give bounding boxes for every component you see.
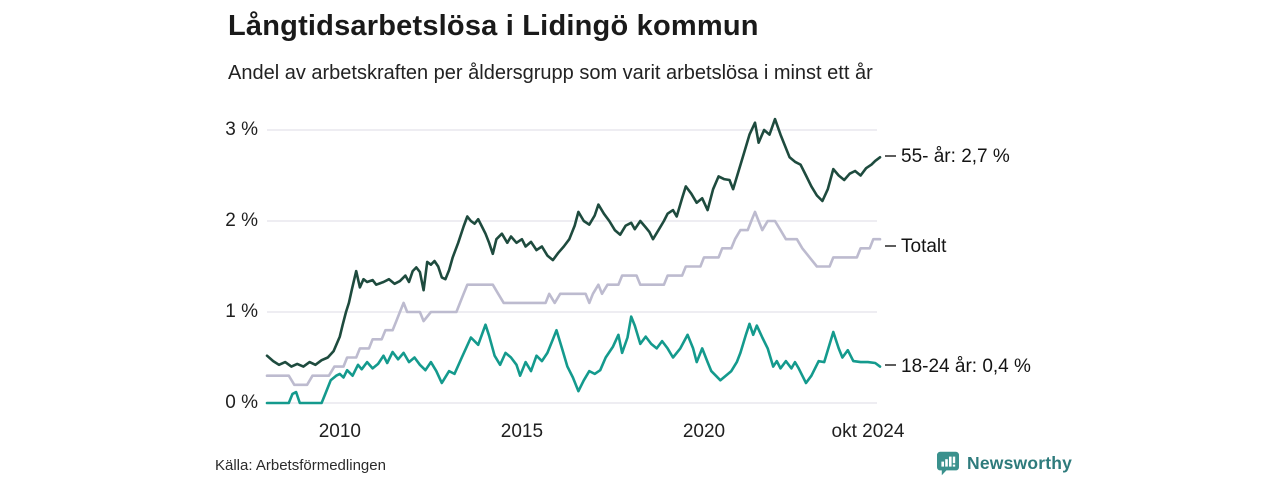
label-tick-dash bbox=[885, 244, 896, 247]
x-axis-tick-label: 2015 bbox=[500, 421, 544, 442]
brand-logo: Newsworthy bbox=[936, 451, 1072, 476]
label-tick-dash bbox=[885, 364, 896, 367]
x-axis-tick-label: okt 2024 bbox=[831, 421, 905, 442]
y-axis-tick-label: 3 % bbox=[225, 119, 258, 140]
series-end-label: Totalt bbox=[885, 236, 946, 258]
series-line-18-24-r bbox=[265, 315, 882, 405]
x-axis-tick-label: 2010 bbox=[318, 421, 361, 442]
series-end-label-text: 55- år: 2,7 % bbox=[901, 146, 1010, 168]
x-axis-tick-label: 2020 bbox=[682, 421, 726, 442]
source-note: Källa: Arbetsförmedlingen bbox=[215, 457, 386, 474]
series-end-label-text: 18-24 år: 0,4 % bbox=[901, 355, 1031, 377]
series-line-totalt bbox=[265, 210, 882, 387]
y-axis-tick-label: 0 % bbox=[225, 392, 258, 413]
series-end-label-text: Totalt bbox=[901, 236, 947, 258]
label-tick-dash bbox=[885, 154, 896, 157]
y-axis-tick-label: 2 % bbox=[225, 210, 258, 231]
series-end-label: 55- år: 2,7 % bbox=[885, 146, 1010, 168]
page-title: Långtidsarbetslösa i Lidingö kommun bbox=[228, 10, 759, 42]
page-subtitle: Andel av arbetskraften per åldersgrupp s… bbox=[228, 62, 873, 84]
series-end-label: 18-24 år: 0,4 % bbox=[885, 356, 1031, 378]
newsworthy-speech-bubble-bar-chart-icon bbox=[936, 451, 960, 476]
brand-wordmark: Newsworthy bbox=[967, 453, 1073, 473]
y-axis-tick-label: 1 % bbox=[225, 301, 258, 322]
series-line-55-r bbox=[265, 117, 882, 368]
